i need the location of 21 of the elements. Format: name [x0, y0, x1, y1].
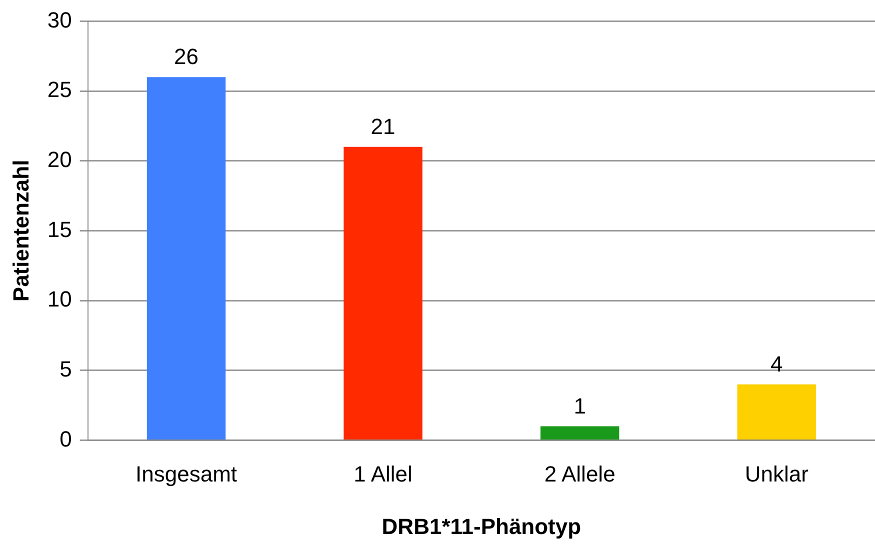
y-tick-label: 0 [60, 426, 72, 452]
y-tick-label: 30 [47, 7, 72, 32]
bar [146, 77, 226, 440]
y-tick-label: 25 [47, 77, 72, 102]
y-tick-label: 5 [60, 356, 72, 382]
x-tick-label: 2 Allele [544, 461, 616, 486]
y-tick-label: 10 [47, 286, 72, 312]
y-tick-label: 15 [47, 216, 72, 242]
data-label: 4 [770, 351, 783, 376]
y-tick-label: 20 [47, 146, 72, 172]
x-tick-label: Insgesamt [136, 461, 238, 486]
bar [737, 384, 816, 440]
data-label: 21 [370, 114, 396, 139]
bar [344, 146, 422, 440]
data-label: 26 [174, 44, 199, 70]
x-tick-label: 1 Allel [354, 461, 412, 486]
bar [540, 426, 620, 440]
x-axis-title: DRB1*11-Phänotyp [382, 514, 582, 539]
x-tick-label: Unklar [744, 461, 808, 486]
data-label: 1 [574, 393, 586, 418]
y-axis-title: Patientenzahl [8, 160, 34, 302]
